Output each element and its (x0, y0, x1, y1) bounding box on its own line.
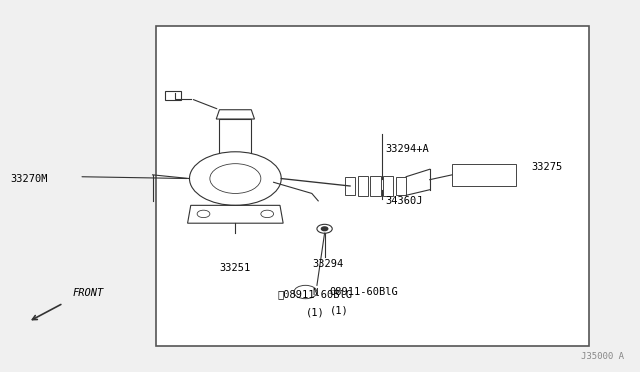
Bar (452, 164, 516, 186)
Text: 33275: 33275 (532, 163, 563, 172)
Text: J35000 A: J35000 A (581, 352, 624, 361)
Text: (1): (1) (330, 306, 348, 315)
Text: 34360J: 34360J (385, 196, 422, 206)
Bar (371, 176, 381, 196)
Text: N: N (312, 288, 317, 296)
Circle shape (197, 210, 210, 218)
Text: 33270M: 33270M (10, 174, 47, 183)
Bar (345, 177, 355, 195)
Bar (165, 91, 181, 100)
Circle shape (189, 152, 281, 205)
Bar (156, 26, 589, 346)
Circle shape (317, 224, 332, 233)
Text: 08911-60BlG: 08911-60BlG (330, 287, 399, 297)
Circle shape (261, 210, 273, 218)
Text: (1): (1) (306, 308, 324, 317)
Text: 33294: 33294 (312, 259, 343, 269)
Circle shape (321, 227, 328, 231)
Circle shape (294, 285, 317, 299)
Circle shape (210, 164, 261, 193)
Text: 33251: 33251 (220, 263, 251, 273)
Bar (383, 176, 394, 196)
Text: FRONT: FRONT (73, 288, 104, 298)
Text: 33294+A: 33294+A (385, 144, 429, 154)
Bar (358, 176, 368, 196)
Bar (396, 177, 406, 195)
Text: 08911-60BlG: 08911-60BlG (278, 289, 353, 299)
